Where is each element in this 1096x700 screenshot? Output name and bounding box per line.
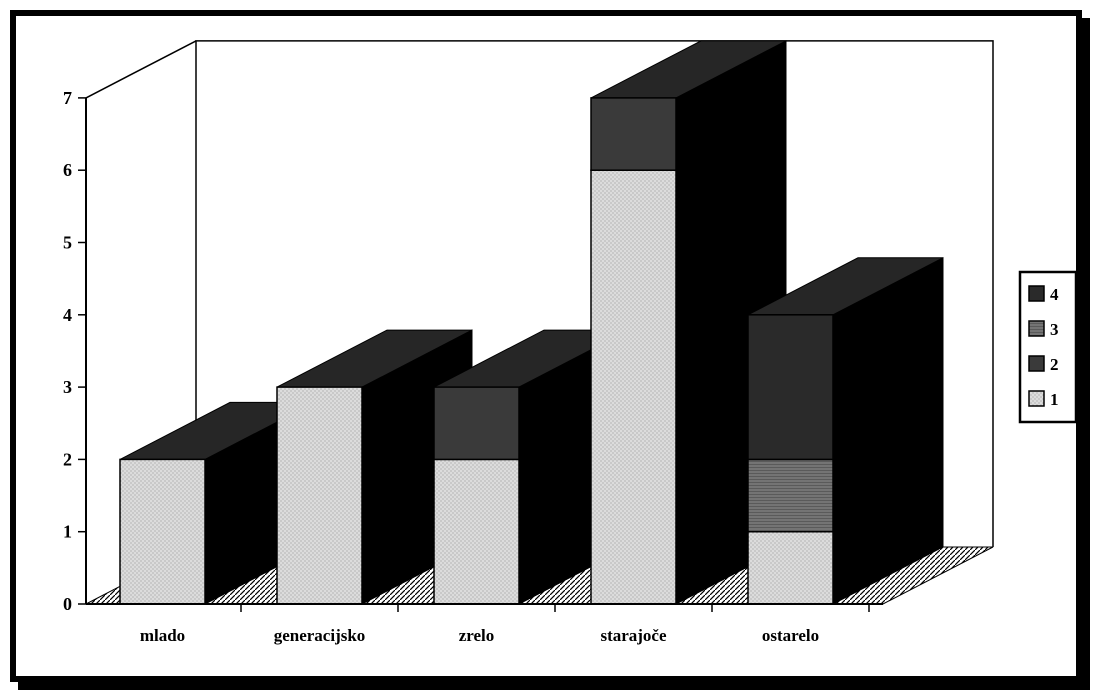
y-tick-label: 2 (63, 449, 72, 469)
bar-segment-series-4 (747, 314, 834, 461)
legend-label-2: 2 (1050, 355, 1059, 374)
bar-segment-series-1 (590, 169, 677, 605)
y-tick-label: 4 (63, 305, 72, 325)
legend-label-4: 4 (1050, 285, 1059, 304)
bar-segment-series-3 (747, 458, 834, 533)
x-axis: mlado generacijsko zrelo starajoče ostarelo (86, 603, 883, 645)
x-tick-label: mlado (140, 626, 185, 645)
bar-side-face (832, 256, 944, 605)
legend-swatch-2 (1028, 355, 1045, 372)
bar-segment-series-2 (433, 386, 520, 461)
bar-segment-series-2 (590, 97, 677, 171)
bars (119, 40, 944, 605)
y-axis: 0 1 2 3 4 5 6 7 (63, 88, 87, 614)
bar-segment-series-1 (276, 386, 363, 605)
x-tick-label: ostarelo (762, 626, 819, 645)
legend-swatch-1 (1028, 390, 1045, 407)
x-tick-label: zrelo (459, 626, 495, 645)
y-tick-label: 3 (63, 377, 72, 397)
y-tick-label: 6 (63, 160, 72, 180)
bar-segment-series-1 (433, 458, 520, 605)
legend-swatch-4 (1028, 285, 1045, 302)
x-tick-label: generacijsko (274, 626, 366, 645)
y-tick-label: 5 (63, 233, 72, 253)
legend-label-3: 3 (1050, 320, 1059, 339)
side-wall-top-edge (85, 40, 197, 99)
bar-segment-series-1 (119, 458, 206, 605)
y-tick-label: 0 (63, 594, 72, 614)
legend-swatch-3 (1028, 320, 1045, 337)
x-tick-label: starajoče (600, 626, 667, 645)
back-wall (195, 40, 994, 547)
legend-label-1: 1 (1050, 390, 1059, 409)
y-tick-label: 7 (63, 88, 72, 108)
y-tick-label: 1 (63, 522, 72, 542)
bar-ostarelo (747, 256, 944, 605)
bar-segment-series-1 (747, 530, 834, 605)
legend: 4 3 2 1 (1018, 270, 1078, 424)
